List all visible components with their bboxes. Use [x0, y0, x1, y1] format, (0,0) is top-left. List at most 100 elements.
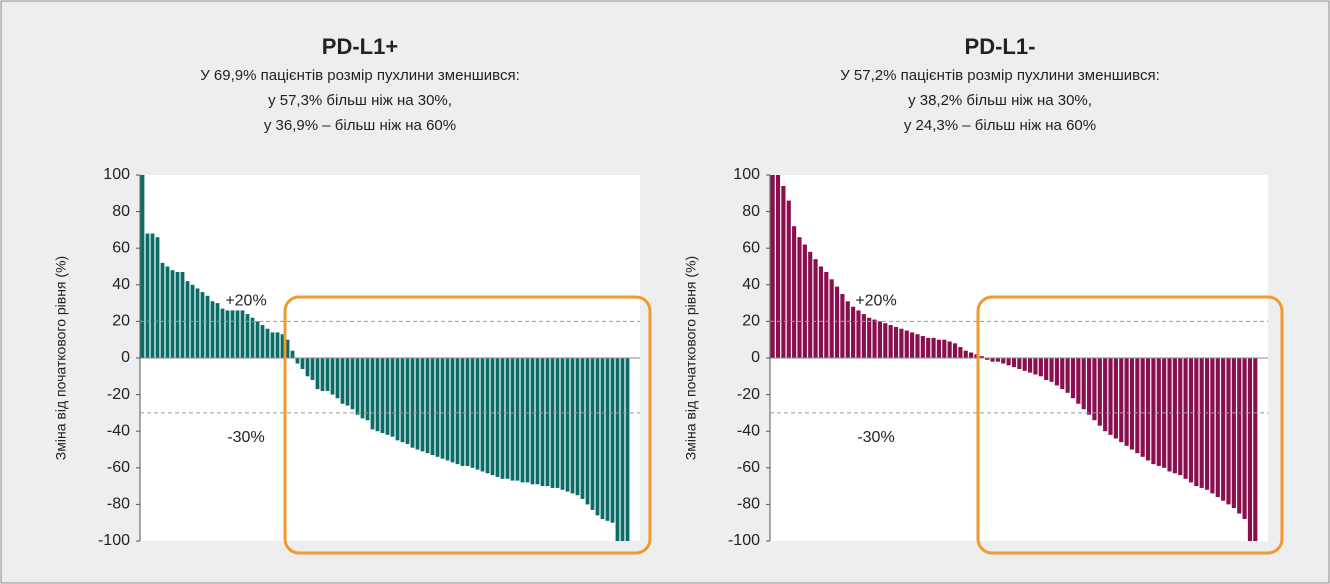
bar	[775, 175, 781, 358]
bar	[942, 339, 947, 358]
y-tick-label: -20	[107, 386, 130, 403]
bar	[883, 323, 888, 358]
bar	[310, 358, 315, 380]
bar	[335, 358, 340, 399]
bar	[625, 358, 630, 541]
charts: PD-L1+ У 69,9% пацієнтів розмір пухлини з…	[53, 34, 1284, 555]
bar	[530, 358, 535, 485]
bar	[1194, 358, 1199, 487]
bar	[818, 266, 824, 358]
bar	[1199, 358, 1204, 488]
subtitle: у 36,9% – більш ніж на 60%	[264, 117, 456, 134]
bar	[1001, 358, 1006, 364]
bar	[175, 271, 180, 358]
bar	[1017, 358, 1022, 369]
y-tick-label: -40	[737, 422, 760, 439]
bar	[225, 310, 230, 358]
bar	[305, 358, 310, 377]
subtitle: у 38,2% більш ніж на 30%,	[908, 92, 1092, 109]
bar	[170, 270, 175, 358]
bar	[440, 358, 445, 459]
bar	[435, 358, 440, 457]
bar	[1210, 358, 1215, 494]
subtitle: у 57,3% більш ніж на 30%,	[268, 92, 452, 109]
bar	[1092, 358, 1097, 421]
bar	[872, 319, 877, 358]
bar	[220, 308, 225, 358]
bar	[1226, 358, 1231, 505]
bar	[605, 358, 610, 521]
bar	[931, 337, 936, 358]
bar	[1049, 358, 1054, 382]
bar	[205, 295, 210, 358]
bar	[1215, 358, 1220, 498]
bar	[140, 175, 145, 358]
bar	[200, 292, 205, 358]
y-tick-label: 80	[742, 203, 760, 220]
y-tick-label: 60	[742, 239, 760, 256]
bar	[505, 358, 510, 479]
y-tick-label: 0	[121, 349, 130, 366]
bar	[485, 358, 490, 474]
bar	[300, 358, 305, 369]
bar	[255, 321, 260, 358]
bar	[620, 358, 625, 541]
y-tick-label: 80	[112, 203, 130, 220]
bar	[1119, 358, 1124, 443]
bar	[250, 317, 255, 358]
bar	[963, 350, 968, 358]
bar	[570, 358, 575, 494]
bar	[1253, 358, 1258, 541]
bar	[195, 288, 200, 358]
bar	[1108, 358, 1113, 435]
bar	[829, 279, 834, 358]
bar	[1188, 358, 1194, 483]
bar	[145, 233, 150, 358]
bar	[600, 358, 605, 520]
bar	[245, 314, 250, 358]
bar	[500, 358, 505, 479]
bar	[465, 358, 470, 466]
bar	[904, 330, 909, 358]
bar	[1204, 358, 1210, 490]
bar	[280, 334, 285, 358]
bar	[525, 358, 530, 483]
bar	[1135, 358, 1140, 454]
bar	[1011, 358, 1017, 368]
bar	[510, 358, 515, 481]
reference-label: +20%	[225, 293, 266, 310]
bar	[515, 358, 520, 481]
bar	[813, 259, 818, 358]
y-tick-label: -100	[98, 532, 130, 549]
bar	[802, 244, 807, 358]
bar	[1038, 358, 1043, 377]
y-tick-label: -20	[737, 386, 760, 403]
bar	[990, 358, 995, 362]
y-tick-label: 40	[112, 276, 130, 293]
bar	[877, 321, 883, 358]
bar	[455, 358, 460, 465]
bar	[540, 358, 545, 487]
bar	[1065, 358, 1070, 393]
bar	[260, 325, 265, 358]
subtitle: У 69,9% пацієнтів розмір пухлини зменшив…	[200, 67, 520, 84]
bar	[1129, 358, 1135, 450]
bar	[1044, 358, 1049, 380]
bar	[155, 237, 160, 358]
bar	[420, 358, 425, 452]
bar	[1221, 358, 1226, 501]
bar	[410, 358, 415, 448]
bar	[840, 293, 845, 358]
bar	[979, 356, 984, 358]
bar	[315, 358, 320, 390]
bar	[345, 358, 350, 406]
bar	[1060, 358, 1065, 390]
y-tick-label: -100	[728, 532, 760, 549]
bar	[450, 358, 455, 463]
bar	[995, 358, 1000, 362]
bar	[545, 358, 550, 487]
bar	[1054, 358, 1059, 386]
bar	[1028, 358, 1033, 373]
bar	[210, 301, 215, 358]
